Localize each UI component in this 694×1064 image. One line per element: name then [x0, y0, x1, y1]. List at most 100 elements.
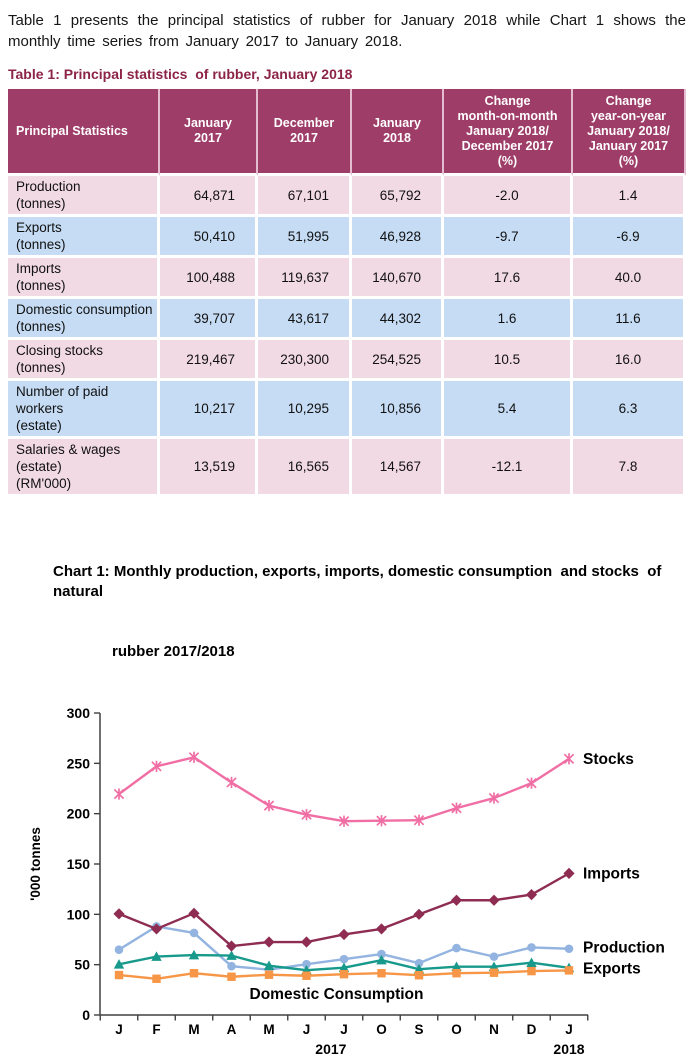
cell-dec2017: 16,565	[258, 439, 352, 497]
cell-yoy: 7.8	[573, 439, 686, 497]
cell-mom: 10.5	[444, 340, 573, 381]
row-label: Domestic consumption	[16, 302, 153, 317]
column-header-line: (%)	[497, 153, 518, 168]
cell-jan2017: 219,467	[160, 340, 258, 381]
marker-circle	[452, 943, 461, 953]
marker-circle	[189, 928, 199, 938]
y-tick-label: 250	[67, 755, 91, 771]
table-row: Exports (tonnes) 50,410 51,995 46,928 -9.7 -6.…	[8, 217, 686, 258]
y-tick-label: 150	[67, 856, 91, 872]
cell-jan2018: 46,928	[352, 217, 444, 258]
x-year-label: 2017	[315, 1041, 346, 1057]
y-axis-title: '000 tonnes	[28, 827, 43, 901]
row-label: Production	[16, 179, 81, 194]
cell-dec2017: 51,995	[258, 217, 352, 258]
statistics-table: Principal Statistics January 2017 December 2…	[8, 89, 686, 497]
marker-circle	[564, 944, 574, 954]
marker-square	[152, 974, 161, 983]
marker-square	[414, 971, 424, 980]
x-year-label: 2018	[553, 1041, 584, 1057]
x-tick-label: J	[565, 1022, 573, 1037]
marker-diamond	[563, 867, 575, 879]
x-tick-label: O	[451, 1022, 462, 1037]
x-tick-label: F	[152, 1022, 160, 1037]
cell-yoy: 40.0	[573, 258, 686, 299]
y-tick-label: 50	[74, 957, 90, 973]
cell-yoy: -6.9	[573, 217, 686, 258]
column-header-1: January 2017	[160, 89, 258, 176]
y-tick-label: 100	[67, 906, 91, 922]
x-tick-label: O	[376, 1022, 387, 1037]
marker-square	[489, 968, 499, 977]
cell-jan2017: 64,871	[160, 176, 258, 217]
row-unit: (tonnes)	[16, 278, 66, 293]
cell-jan2017: 13,519	[160, 439, 258, 497]
series-label: Exports	[583, 961, 641, 978]
x-tick-label: M	[263, 1022, 274, 1037]
row-unit: (tonnes)	[16, 237, 66, 252]
column-header-4: Change month-on-month January 2018/Decembe…	[444, 89, 573, 176]
column-header-line: January 2018/	[587, 123, 670, 138]
marker-diamond	[450, 894, 463, 906]
x-tick-label: J	[303, 1022, 311, 1037]
cell-jan2018: 254,525	[352, 340, 444, 381]
row-unit: (tonnes)	[16, 360, 66, 375]
x-tick-label: N	[489, 1022, 499, 1037]
column-header-5: Change year-on-year January 2018/January 2…	[573, 89, 686, 176]
column-header-line: January	[373, 116, 421, 130]
cell-yoy: 11.6	[573, 299, 686, 340]
cell-dec2017: 119,637	[258, 258, 352, 299]
cell-dec2017: 67,101	[258, 176, 352, 217]
series-stocks: Stocks	[113, 751, 634, 827]
row-unit: (estate)	[16, 418, 62, 433]
chart-title: Chart 1: Monthly production, exports, im…	[8, 522, 686, 702]
x-tick-label: M	[188, 1022, 199, 1037]
cell-yoy: 1.4	[573, 176, 686, 217]
cell-mom: 1.6	[444, 299, 573, 340]
column-header-line: (%)	[618, 153, 639, 168]
series-label: Production	[583, 940, 665, 957]
row-unit: (tonnes)	[16, 319, 66, 334]
row-label: Number of paid workers	[16, 384, 109, 416]
marker-diamond	[338, 928, 350, 941]
row-label-cell: Domestic consumption (tonnes)	[8, 299, 160, 340]
column-header-line: January 2018/	[466, 123, 549, 138]
cell-jan2018: 140,670	[352, 258, 444, 299]
column-header-line: year-on-year	[590, 108, 667, 123]
axes: 0 50 100 150 200 250 300 J F M A M J J O S O N D J 2017 2018	[67, 705, 589, 1057]
row-label: Imports	[16, 261, 62, 276]
x-tick-label: S	[414, 1022, 423, 1037]
cell-yoy: 6.3	[573, 381, 686, 439]
marker-square	[302, 971, 311, 980]
column-header-0: Principal Statistics	[8, 89, 160, 176]
series-line	[117, 756, 571, 823]
row-label-cell: Production (tonnes)	[8, 176, 160, 217]
y-tick-label: 200	[67, 806, 91, 822]
header-row: Principal Statistics January 2017 December 2…	[8, 89, 686, 176]
cell-jan2018: 14,567	[352, 439, 444, 497]
column-header-line: month-on-month	[457, 108, 558, 123]
cell-dec2017: 43,617	[258, 299, 352, 340]
table-row: Production (tonnes) 64,871 67,101 65,792 -2.0…	[8, 176, 686, 217]
series-imports: Imports	[113, 866, 640, 952]
row-label: Salaries & wages (estate)	[16, 442, 121, 474]
cell-dec2017: 10,295	[258, 381, 352, 439]
x-tick-label: J	[115, 1022, 123, 1037]
cell-mom: -2.0	[444, 176, 573, 217]
marker-square	[564, 966, 574, 975]
marker-circle	[114, 945, 124, 954]
column-header-line: Change	[605, 93, 652, 108]
column-header-line: December	[273, 116, 335, 130]
column-header-line: Change	[484, 93, 531, 108]
table-row: Salaries & wages (estate) (RM'000) 13,519 1…	[8, 439, 686, 497]
marker-circle	[489, 952, 499, 961]
x-tick-label: J	[340, 1022, 348, 1037]
marker-diamond	[413, 908, 425, 920]
cell-jan2017: 10,217	[160, 381, 258, 439]
series-domestic-consumption: Domestic Consumption	[114, 966, 574, 1003]
cell-mom: -12.1	[444, 439, 573, 497]
y-tick-label: 300	[67, 705, 91, 721]
cell-mom: 5.4	[444, 381, 573, 439]
column-header-line: 2017	[290, 131, 318, 145]
marker-diamond	[488, 894, 500, 906]
